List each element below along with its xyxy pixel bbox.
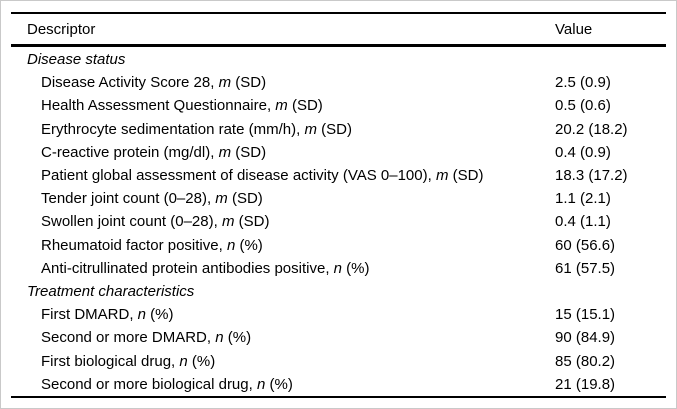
row-stat: m xyxy=(435,167,449,185)
table-row: Patient global assessment of disease act… xyxy=(11,164,666,187)
row-unit: (%) xyxy=(187,352,216,370)
row-unit: (SD) xyxy=(231,74,267,92)
row-unit: (%) xyxy=(265,375,293,393)
table-body: Disease status Disease Activity Score 28… xyxy=(11,47,666,398)
row-descriptor: Disease Activity Score 28, xyxy=(41,74,219,92)
row-descriptor: First biological drug, xyxy=(41,352,180,370)
row-value: 20.2 (18.2) xyxy=(555,120,628,138)
row-unit: (SD) xyxy=(448,167,484,185)
row-value: 85 (80.2) xyxy=(555,352,616,370)
section-header-row: Treatment characteristics xyxy=(11,280,666,303)
column-header-descriptor: Descriptor xyxy=(27,20,96,38)
row-descriptor: Tender joint count (0–28), xyxy=(41,190,216,208)
table-row: Erythrocyte sedimentation rate (mm/h), m… xyxy=(11,118,666,141)
row-unit: (SD) xyxy=(231,143,267,161)
row-descriptor: Anti-citrullinated protein antibodies po… xyxy=(41,259,334,277)
row-value: 60 (56.6) xyxy=(555,236,616,254)
table-row: First biological drug, n (%) 85 (80.2) xyxy=(11,349,666,372)
row-value: 18.3 (17.2) xyxy=(555,167,628,185)
row-value: 0.5 (0.6) xyxy=(555,97,611,115)
table-row: Swollen joint count (0–28), m (SD) 0.4 (… xyxy=(11,210,666,233)
row-stat: m xyxy=(221,213,235,231)
row-descriptor: Erythrocyte sedimentation rate (mm/h), xyxy=(41,120,305,138)
column-header-value: Value xyxy=(555,20,593,38)
table-row: First DMARD, n (%) 15 (15.1) xyxy=(11,303,666,326)
section-header-disease-status: Disease status xyxy=(27,51,126,69)
table-row: Health Assessment Questionnaire, m (SD) … xyxy=(11,94,666,117)
row-unit: (SD) xyxy=(234,213,270,231)
row-value: 0.4 (0.9) xyxy=(555,143,611,161)
row-value: 21 (19.8) xyxy=(555,375,616,393)
table-row: Disease Activity Score 28, m (SD) 2.5 (0… xyxy=(11,71,666,94)
row-descriptor: C-reactive protein (mg/dl), xyxy=(41,143,219,161)
row-unit: (%) xyxy=(235,236,263,254)
row-descriptor: Second or more biological drug, xyxy=(41,375,257,393)
table-row: C-reactive protein (mg/dl), m (SD) 0.4 (… xyxy=(11,141,666,164)
row-stat: m xyxy=(218,143,232,161)
section-header-row: Disease status xyxy=(11,48,666,71)
row-stat: m xyxy=(275,97,288,115)
row-unit: (%) xyxy=(223,329,252,347)
row-stat: n xyxy=(215,329,224,347)
row-value: 61 (57.5) xyxy=(555,259,616,277)
table-header-row: Descriptor Value xyxy=(11,14,666,47)
table-row: Rheumatoid factor positive, n (%) 60 (56… xyxy=(11,234,666,257)
row-stat: n xyxy=(226,236,236,254)
row-unit: (%) xyxy=(342,259,370,277)
table-row: Tender joint count (0–28), m (SD) 1.1 (2… xyxy=(11,187,666,210)
row-value: 2.5 (0.9) xyxy=(555,74,611,92)
row-stat: n xyxy=(333,259,343,277)
row-stat: m xyxy=(218,74,232,92)
row-descriptor: Swollen joint count (0–28), xyxy=(41,213,222,231)
row-value: 1.1 (2.1) xyxy=(555,190,611,208)
row-value: 90 (84.9) xyxy=(555,329,616,347)
row-unit: (SD) xyxy=(287,97,323,115)
row-descriptor: Health Assessment Questionnaire, xyxy=(41,97,276,115)
table-row: Second or more biological drug, n (%) 21… xyxy=(11,373,666,396)
row-stat: n xyxy=(256,375,266,393)
row-descriptor: Rheumatoid factor positive, xyxy=(41,236,227,254)
row-unit: (SD) xyxy=(227,190,263,208)
row-descriptor: Second or more DMARD, xyxy=(41,329,216,347)
row-stat: m xyxy=(304,120,317,138)
row-stat: n xyxy=(137,306,147,324)
table-row: Second or more DMARD, n (%) 90 (84.9) xyxy=(11,326,666,349)
row-value: 15 (15.1) xyxy=(555,306,616,324)
row-stat: m xyxy=(215,190,228,208)
section-header-treatment-characteristics: Treatment characteristics xyxy=(27,282,195,300)
row-descriptor: Patient global assessment of disease act… xyxy=(41,167,436,185)
row-value: 0.4 (1.1) xyxy=(555,213,611,231)
row-unit: (%) xyxy=(146,306,174,324)
baseline-characteristics-table: Descriptor Value Disease status Disease … xyxy=(11,12,666,398)
row-unit: (SD) xyxy=(316,120,352,138)
row-stat: n xyxy=(179,352,188,370)
row-descriptor: First DMARD, xyxy=(41,306,138,324)
table-row: Anti-citrullinated protein antibodies po… xyxy=(11,257,666,280)
